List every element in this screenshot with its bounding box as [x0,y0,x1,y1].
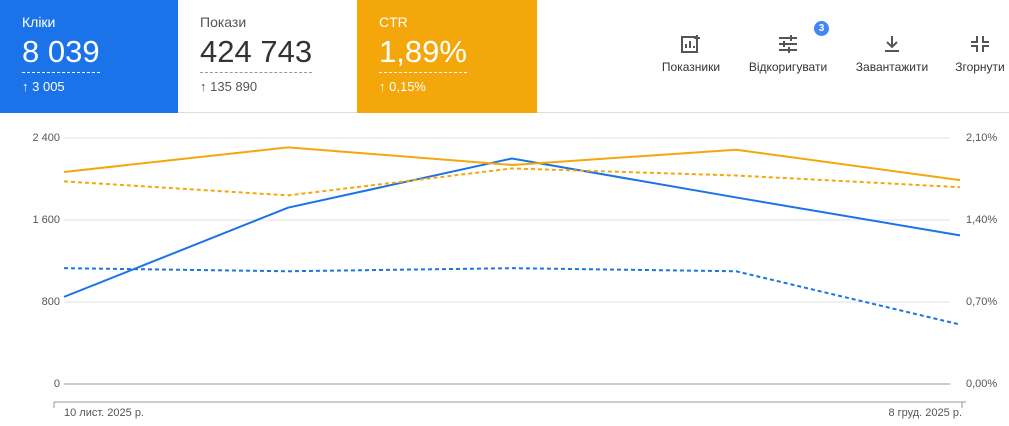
download-button[interactable]: Завантажити [850,34,934,74]
toolbar-label: Відкоригувати [748,60,828,74]
y-tick-label: 800 [42,296,60,308]
icon [779,35,797,53]
card-value: 424 743 [200,34,313,73]
change-value: 0,15% [389,79,426,94]
toolbar-label: Завантажити [855,60,929,74]
impressions-card[interactable]: Покази 424 743 ↑ 135 890 [178,0,357,113]
collapse-button[interactable]: Згорнути [950,34,1009,74]
adjust-button[interactable]: Відкоригувати [742,34,834,74]
card-change: ↑ 0,15% [379,79,426,94]
y2-tick-label: 0,00% [966,378,997,390]
toolbar-label: Згорнути [955,60,1005,74]
divider [537,112,1009,113]
badge: 3 [814,21,829,36]
icon [885,36,899,52]
card-value: 1,89% [379,34,467,73]
series-line [63,146,961,182]
x-tick-label: 10 лист. 2025 р. [64,407,144,419]
y-tick-label: 1 600 [32,214,60,226]
icon [971,36,989,52]
series-line [63,157,961,298]
card-label: CTR [379,14,408,30]
x-tick-label: 8 груд. 2025 р. [888,407,962,419]
ctr-card[interactable]: CTR 1,89% ↑ 0,15% [357,0,537,113]
series-line [63,167,961,197]
metrics-button[interactable]: Показники [655,34,727,74]
change-value: 3 005 [32,79,65,94]
clicks-card[interactable]: Кліки 8 039 ↑ 3 005 [0,0,178,113]
card-label: Кліки [22,14,56,30]
icon [681,35,700,53]
y2-tick-label: 0,70% [966,296,997,308]
y2-tick-label: 2,10% [966,132,997,144]
card-change: ↑ 135 890 [200,79,258,94]
series-line [63,267,961,326]
toolbar-label: Показники [661,60,721,74]
change-value: 135 890 [210,79,258,94]
y-tick-label: 0 [54,378,60,390]
card-value: 8 039 [22,34,100,73]
y2-tick-label: 1,40% [966,214,997,226]
card-label: Покази [200,14,247,30]
y-tick-label: 2 400 [32,132,60,144]
card-change: ↑ 3 005 [22,79,65,94]
